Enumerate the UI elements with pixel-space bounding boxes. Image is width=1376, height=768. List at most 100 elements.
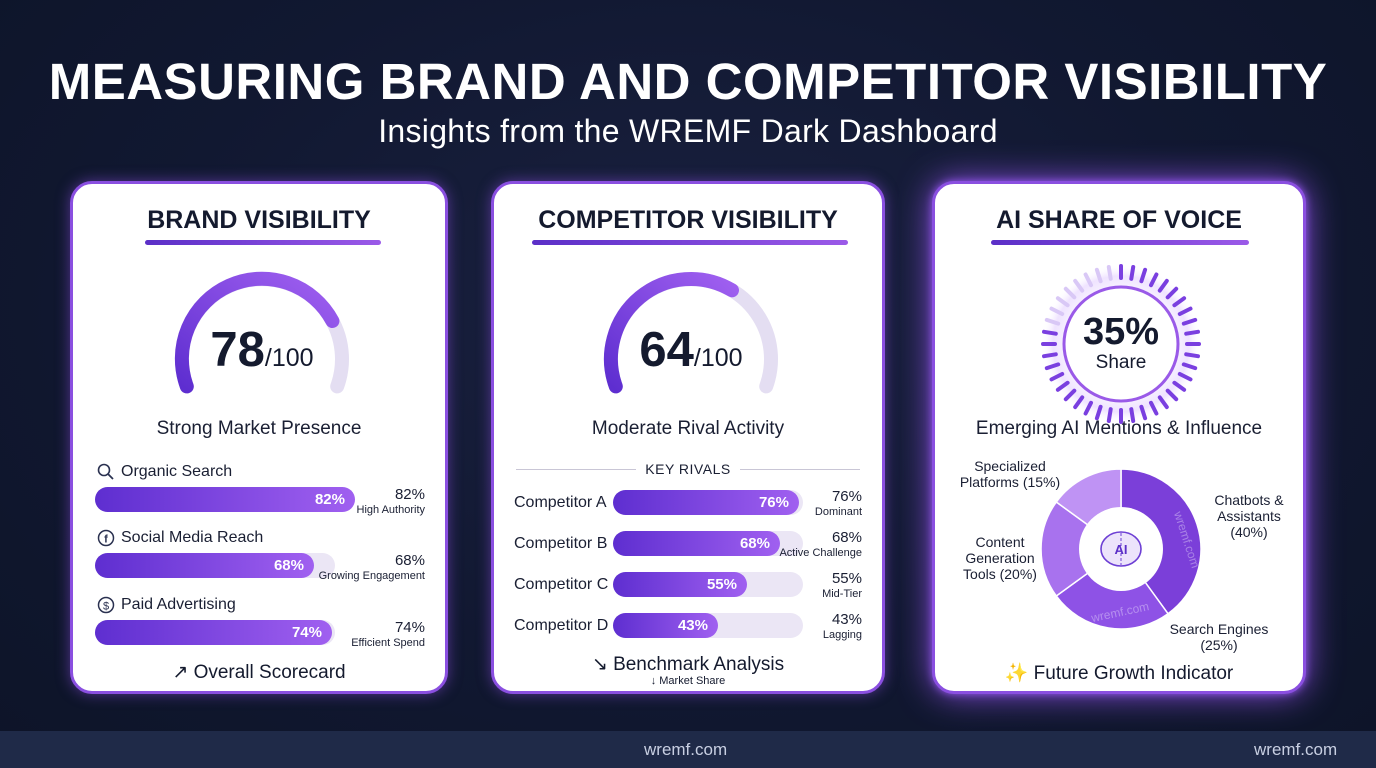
dial-tick bbox=[1094, 404, 1103, 421]
footer-label: Overall Scorecard bbox=[193, 662, 346, 683]
pie-label-line: Tools (20%) bbox=[963, 566, 1037, 582]
dial-ticks bbox=[1041, 264, 1201, 424]
metric-note: Growing Engagement bbox=[318, 570, 425, 582]
divider bbox=[516, 469, 636, 470]
svg-text:f: f bbox=[104, 534, 108, 546]
title-underline bbox=[145, 240, 381, 245]
competitor-visibility-card: COMPETITOR VISIBILITY 64/100 Moderate Ri… bbox=[491, 181, 885, 694]
svg-text:$: $ bbox=[103, 601, 109, 613]
dial-tick bbox=[1042, 329, 1058, 336]
metric-pct: 74% bbox=[394, 619, 425, 636]
metric-value-social: 68% Growing Engagement bbox=[319, 553, 425, 584]
score-max: /100 bbox=[264, 344, 314, 372]
ai-share-dial bbox=[1041, 264, 1201, 424]
rival-bar: 55% bbox=[613, 572, 803, 597]
metric-bar-fill: 74% bbox=[95, 620, 332, 645]
ai-center-text: AI bbox=[1115, 542, 1128, 557]
bottom-bar: wremf.com wremf.com bbox=[0, 731, 1376, 768]
rival-pct: 43% bbox=[831, 611, 862, 628]
metric-bar-organic: 82% bbox=[95, 487, 355, 512]
card-title: COMPETITOR VISIBILITY bbox=[538, 206, 838, 234]
rival-pct: 68% bbox=[831, 529, 862, 546]
dollar-icon: $ bbox=[97, 596, 115, 614]
metric-name: Paid Advertising bbox=[121, 596, 236, 613]
footer-url-right[interactable]: wremf.com bbox=[1254, 740, 1338, 759]
footer-url-center[interactable]: wremf.com bbox=[644, 740, 728, 759]
metric-note: Efficient Spend bbox=[351, 637, 425, 649]
pie-label-content: Content Generation Tools (20%) bbox=[955, 534, 1045, 582]
dial-tick bbox=[1139, 267, 1148, 284]
arrow-up-right-icon: ↗ bbox=[172, 662, 189, 683]
dial-tick bbox=[1181, 317, 1198, 326]
rival-value: 76% Dominant bbox=[815, 489, 862, 520]
metric-value-organic: 82% High Authority bbox=[357, 487, 425, 518]
rival-bar-fill: 68% bbox=[613, 531, 780, 556]
title-underline bbox=[991, 240, 1249, 245]
footer-label: Future Growth Indicator bbox=[1033, 663, 1234, 684]
pie-label-line: Platforms (15%) bbox=[959, 474, 1061, 490]
dial-tick bbox=[1177, 372, 1193, 382]
divider bbox=[740, 469, 860, 470]
overall-scorecard-link[interactable]: ↗ Overall Scorecard bbox=[73, 661, 445, 684]
rival-bar-fill: 55% bbox=[613, 572, 747, 597]
dial-tick bbox=[1129, 265, 1136, 281]
metric-name: Organic Search bbox=[121, 463, 233, 480]
pie-label-search: Search Engines (25%) bbox=[1163, 621, 1275, 653]
metric-bar-social: 68% bbox=[95, 553, 335, 578]
rival-pct: 76% bbox=[831, 488, 862, 505]
dial-tick bbox=[1129, 407, 1136, 423]
metric-name: Social Media Reach bbox=[121, 529, 264, 546]
dial-tick bbox=[1063, 286, 1077, 300]
dial-tick bbox=[1063, 388, 1077, 402]
brand-score: 78/100 bbox=[167, 322, 357, 378]
metric-pct: 82% bbox=[394, 486, 425, 503]
metric-pct: 68% bbox=[394, 552, 425, 569]
competitor-score: 64/100 bbox=[596, 322, 786, 378]
dial-tick bbox=[1177, 306, 1193, 316]
benchmark-analysis-link[interactable]: ↘ Benchmark Analysis bbox=[494, 653, 882, 676]
score-value: 64 bbox=[639, 323, 694, 377]
rival-bar: 76% bbox=[613, 490, 803, 515]
competitor-gauge bbox=[603, 271, 778, 394]
ai-share-label: Share bbox=[1095, 352, 1147, 373]
dial-tick bbox=[1042, 352, 1058, 359]
brand-caption: Strong Market Presence bbox=[156, 418, 362, 439]
gauge-fill bbox=[174, 271, 340, 394]
rival-bar: 68% bbox=[613, 531, 803, 556]
metric-note: High Authority bbox=[356, 504, 425, 516]
pie-label-line: Assistants bbox=[1217, 508, 1281, 524]
metric-bar-fill: 68% bbox=[95, 553, 314, 578]
rival-name: Competitor C bbox=[514, 576, 609, 593]
ai-caption: Emerging AI Mentions & Influence bbox=[975, 418, 1263, 439]
rival-value: 43% Lagging bbox=[823, 612, 862, 643]
dial-tick bbox=[1172, 380, 1187, 392]
dial-inner-ring bbox=[1062, 285, 1180, 403]
dial-tick bbox=[1083, 400, 1093, 416]
rival-value: 55% Mid-Tier bbox=[822, 571, 862, 602]
page-title: MEASURING BRAND AND COMPETITOR VISIBILIT… bbox=[48, 53, 1328, 110]
pie-label-line: Chatbots & bbox=[1214, 492, 1284, 508]
dial-tick bbox=[1172, 296, 1187, 308]
dial-tick bbox=[1044, 317, 1061, 326]
rival-name: Competitor B bbox=[514, 535, 608, 552]
dial-tick bbox=[1055, 380, 1070, 392]
market-share-sub: ↓ Market Share bbox=[494, 675, 882, 687]
dial-tick bbox=[1094, 267, 1103, 284]
rival-bar-fill: 43% bbox=[613, 613, 718, 638]
dial-tick bbox=[1157, 278, 1169, 293]
pie-label-chatbots: Chatbots & Assistants (40%) bbox=[1197, 492, 1301, 540]
card-title: AI SHARE OF VOICE bbox=[996, 206, 1242, 234]
key-rivals-heading: KEY RIVALS bbox=[516, 461, 860, 479]
competitor-caption: Moderate Rival Activity bbox=[591, 418, 785, 439]
footer-sublabel: Market Share bbox=[659, 675, 726, 687]
metric-label-organic: Organic Search bbox=[97, 463, 232, 481]
brand-visibility-card: BRAND VISIBILITY 78/100 Strong Market Pr… bbox=[70, 181, 448, 694]
ai-brain-icon: AI bbox=[1100, 531, 1142, 567]
dial-tick bbox=[1165, 286, 1179, 300]
rival-name: Competitor D bbox=[514, 617, 609, 634]
future-growth-indicator-link[interactable]: ✨ Future Growth Indicator bbox=[935, 661, 1303, 685]
metric-bar-paid: 74% bbox=[95, 620, 335, 645]
ai-share-value: 35% bbox=[1082, 311, 1160, 353]
facebook-icon: f bbox=[97, 529, 115, 547]
card-title: BRAND VISIBILITY bbox=[147, 206, 371, 234]
